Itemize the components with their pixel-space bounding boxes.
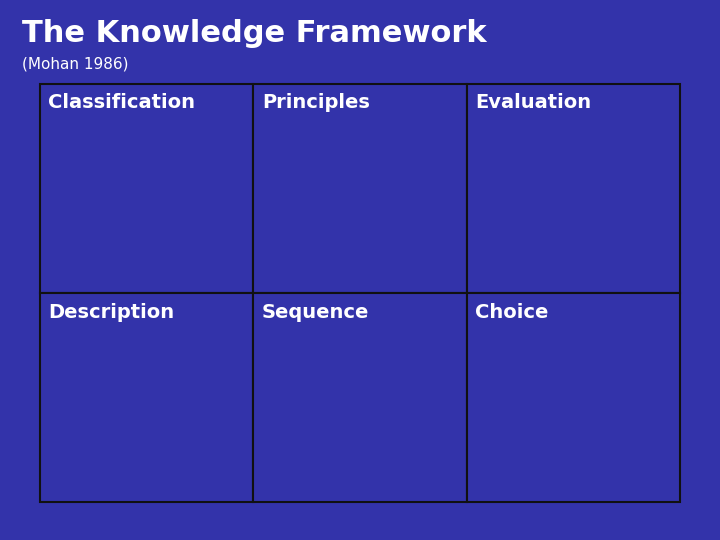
Text: Sequence: Sequence: [262, 302, 369, 322]
Bar: [467, 84, 680, 293]
Bar: [253, 293, 467, 502]
Text: Description: Description: [48, 302, 174, 322]
Bar: [40, 84, 253, 293]
Text: (Mohan 1986): (Mohan 1986): [22, 57, 128, 72]
Text: Choice: Choice: [475, 302, 549, 322]
Text: The Knowledge Framework: The Knowledge Framework: [22, 19, 486, 48]
Text: Principles: Principles: [262, 93, 369, 112]
Text: Classification: Classification: [48, 93, 195, 112]
Bar: [467, 293, 680, 502]
Bar: [253, 84, 467, 293]
Bar: [40, 293, 253, 502]
Text: Evaluation: Evaluation: [475, 93, 592, 112]
